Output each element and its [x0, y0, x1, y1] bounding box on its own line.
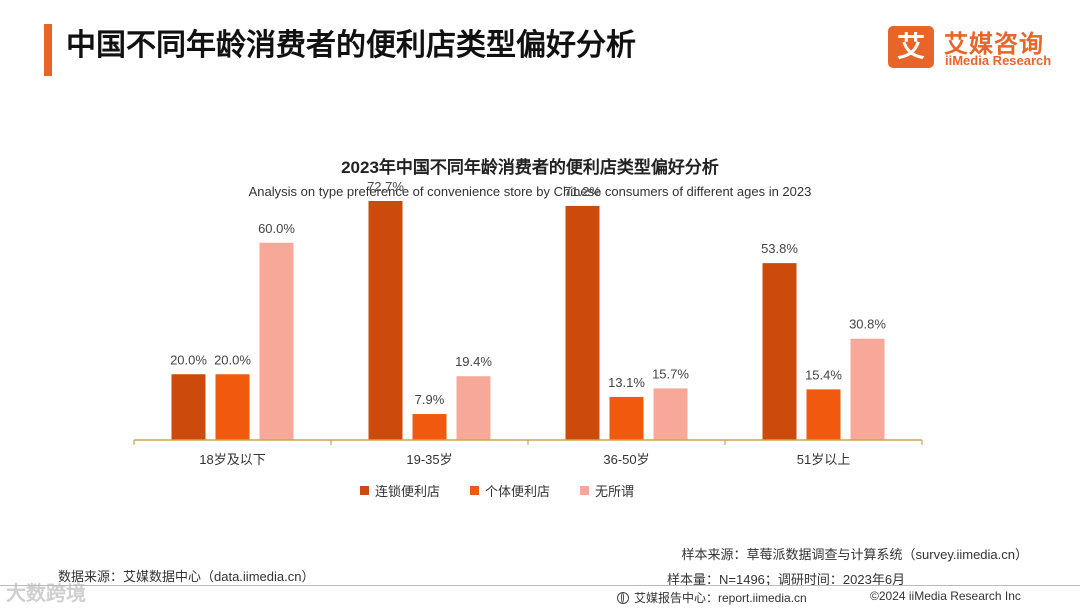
- data-label-3-1: 15.4%: [805, 367, 842, 382]
- legend-swatch-independent: [470, 485, 480, 495]
- bar-2-2: [653, 388, 688, 440]
- data-label-1-0: 72.7%: [367, 179, 404, 194]
- x-tick-label-0: 18岁及以下: [199, 452, 265, 467]
- logo-english-name: iiMedia Research: [945, 53, 1052, 68]
- bar-3-2: [850, 338, 885, 440]
- sample-source: 样本来源：草莓派数据调查与计算系统（survey.iimedia.cn）: [681, 547, 1028, 562]
- logo-chinese-name: 艾媒咨询: [944, 31, 1044, 58]
- data-label-0-2: 60.0%: [258, 221, 295, 236]
- data-label-0-1: 20.0%: [214, 352, 251, 367]
- legend-item-independent: 个体便利店: [470, 481, 550, 500]
- legend-label-indifferent: 无所谓: [595, 483, 635, 499]
- bar-3-1: [806, 389, 841, 440]
- x-tick-label-3: 51岁以上: [797, 452, 850, 467]
- data-label-0-0: 20.0%: [170, 352, 207, 367]
- data-label-1-1: 7.9%: [415, 392, 445, 407]
- sample-size: 样本量：N=1496；调研时间：2023年6月: [667, 572, 906, 587]
- title-accent-bar: [44, 24, 52, 76]
- x-tick-label-1: 19-35岁: [406, 452, 452, 467]
- logo-mark-icon: 艾: [888, 26, 934, 68]
- bar-2-1: [609, 396, 644, 440]
- watermark: 大数跨境: [6, 583, 86, 605]
- x-tick-label-2: 36-50岁: [603, 452, 649, 467]
- page-title: 中国不同年龄消费者的便利店类型偏好分析: [66, 29, 636, 62]
- chart-title: 2023年中国不同年龄消费者的便利店类型偏好分析: [341, 158, 719, 177]
- legend-item-chain: 连锁便利店: [360, 481, 440, 500]
- copyright: ©2024 iiMedia Research Inc: [870, 589, 1021, 603]
- legend-label-independent: 个体便利店: [485, 483, 551, 499]
- report-center-link[interactable]: 艾媒报告中心：report.iimedia.cn: [617, 589, 807, 606]
- bar-0-0: [171, 374, 206, 440]
- bar-1-2: [456, 376, 491, 440]
- chart-legend: 连锁便利店 个体便利店 无所谓: [360, 481, 664, 499]
- bar-1-1: [412, 414, 447, 440]
- data-label-1-2: 19.4%: [455, 354, 492, 369]
- bar-0-1: [215, 374, 250, 440]
- bar-1-0: [368, 200, 403, 440]
- data-label-2-1: 13.1%: [608, 375, 645, 390]
- legend-swatch-indifferent: [580, 485, 590, 495]
- data-label-2-0: 71.2%: [564, 184, 601, 199]
- data-source: 数据来源：艾媒数据中心（data.iimedia.cn）: [58, 569, 315, 584]
- report-center-text: 艾媒报告中心：report.iimedia.cn: [634, 591, 807, 605]
- globe-icon: [617, 591, 629, 604]
- legend-swatch-chain: [360, 485, 369, 495]
- bar-0-2: [259, 242, 294, 440]
- bar-3-0: [762, 263, 797, 440]
- iimedia-logo[interactable]: 艾 艾媒咨询 iiMedia Research: [888, 26, 1068, 70]
- bar-2-0: [565, 205, 600, 440]
- data-label-3-2: 30.8%: [849, 317, 886, 332]
- data-label-3-0: 53.8%: [761, 241, 798, 256]
- chart-subtitle: Analysis on type preference of convenien…: [248, 184, 812, 199]
- legend-item-indifferent: 无所谓: [580, 481, 634, 500]
- data-label-2-2: 15.7%: [652, 366, 689, 381]
- footer-divider: [0, 585, 1080, 586]
- legend-label-chain: 连锁便利店: [375, 483, 441, 499]
